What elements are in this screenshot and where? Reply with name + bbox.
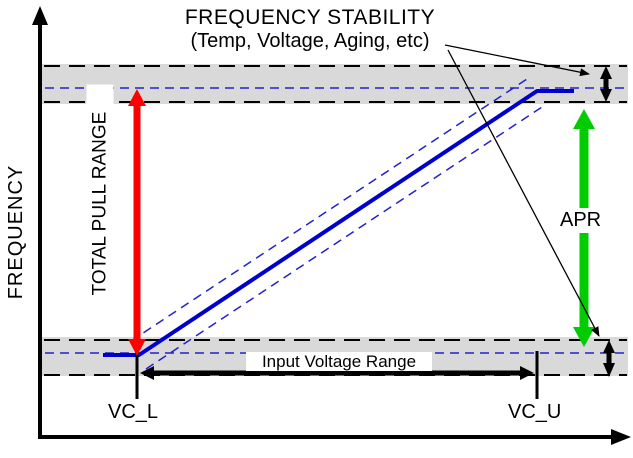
vcl-label: VC_L xyxy=(108,401,159,423)
upper-stability-width-arrowhead-top xyxy=(600,66,612,79)
pointer-line-lower xyxy=(447,49,600,337)
chart-title: FREQUENCY STABILITY xyxy=(184,6,436,29)
input-voltage-range-label: Input Voltage Range xyxy=(246,352,432,371)
y-axis-arrowhead xyxy=(32,6,48,25)
pointer-line-upper xyxy=(444,44,590,77)
lower-stability-width-arrowhead-bottom xyxy=(603,363,615,377)
stability-band-upper xyxy=(42,64,628,104)
tuning-curve xyxy=(103,89,574,357)
apr-label: APR xyxy=(556,208,606,233)
tuning-curve-lower-tolerance-line xyxy=(145,104,546,370)
total-pull-range-label: TOTAL PULL RANGE xyxy=(86,84,114,323)
tuning-curve-upper-tolerance-line xyxy=(130,76,531,342)
input-voltage-range-arrowhead-left xyxy=(140,366,154,380)
lower-stability-width-arrowhead-top xyxy=(603,340,615,353)
y-axis-label: FREQUENCY xyxy=(5,164,27,300)
chart-subtitle: (Temp, Voltage, Aging, etc) xyxy=(190,30,430,52)
total-pull-range-arrowhead-bottom xyxy=(128,339,146,356)
apr-arrowhead-top xyxy=(573,109,595,129)
input-voltage-range-arrowhead-right xyxy=(520,366,534,380)
total-pull-range-arrowhead-top xyxy=(128,89,146,106)
apr-arrowhead-bottom xyxy=(573,327,595,347)
vcu-label: VC_U xyxy=(508,401,562,423)
x-axis-arrowhead xyxy=(611,429,631,445)
upper-stability-width-arrowhead-bottom xyxy=(600,89,612,102)
